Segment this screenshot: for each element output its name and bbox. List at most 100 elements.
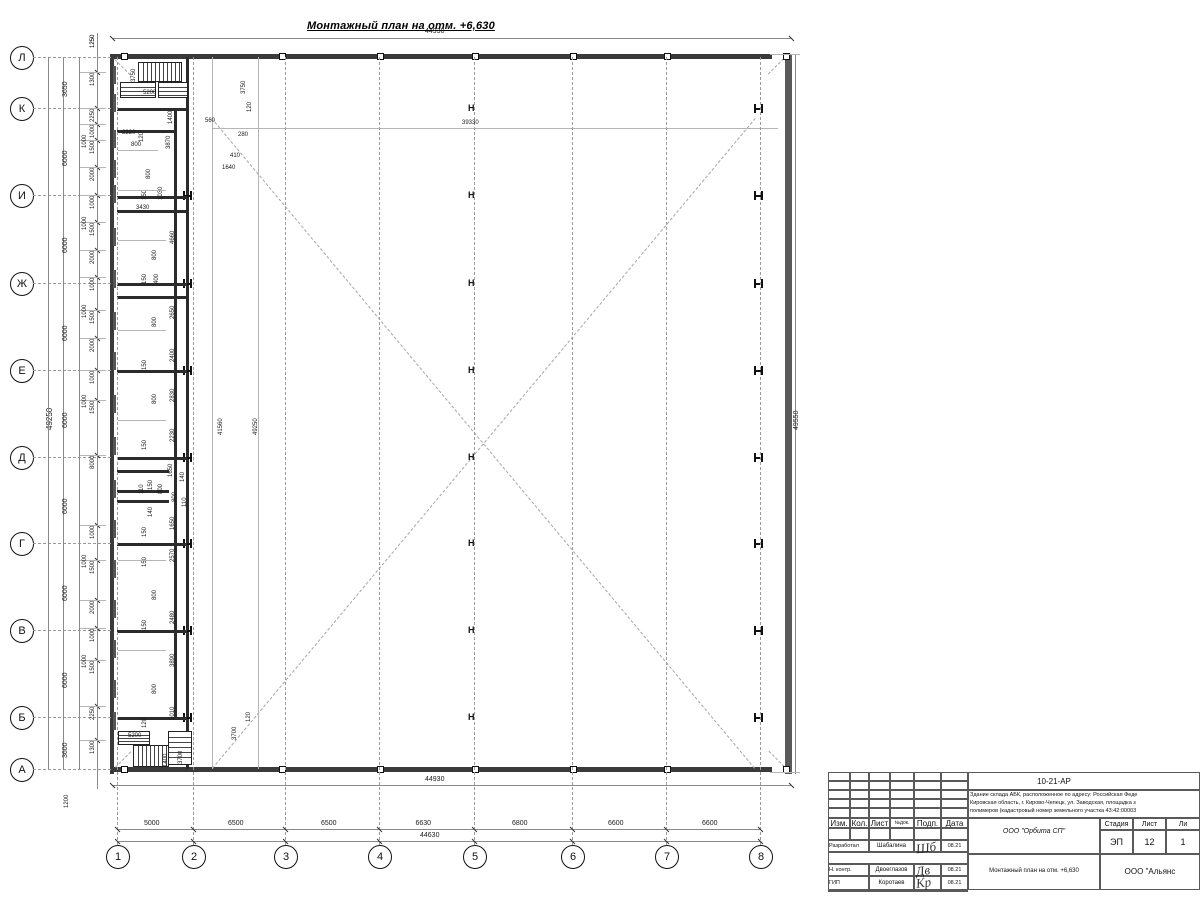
wall-pier (113, 437, 116, 455)
tb-revision-cell (869, 781, 890, 790)
exterior-wall-left (110, 54, 114, 774)
roof-panel-marker (664, 766, 671, 773)
partition-wall (117, 370, 187, 373)
inner-ref-line-2 (258, 57, 259, 769)
tb-role-0: Разработал (829, 843, 859, 849)
grid-extension-line (33, 630, 111, 631)
bottom-axis-total: 44630 (420, 832, 440, 839)
roof-panel-marker (664, 53, 671, 60)
dim-leader (118, 650, 166, 651)
stair-tread (159, 95, 187, 96)
grid-extension-line-v (117, 57, 118, 845)
grid-bubble-Ж: Ж (10, 272, 34, 296)
interior-dim: 120 (139, 131, 145, 142)
tb-revision-cell (914, 772, 941, 781)
tb-date-2: 08.21 (947, 880, 962, 886)
inner-vert-dim-2: 49250 (253, 418, 259, 435)
interior-dim: 800 (152, 249, 158, 260)
left-dim-detail: 2000 (90, 250, 96, 264)
interior-dim: 1400 (163, 753, 169, 767)
stair-tread (142, 746, 143, 766)
tb-revision-cell (890, 799, 914, 808)
wall-pier (113, 185, 116, 203)
stair-tread (143, 63, 144, 81)
stair-landing-bottom-2 (168, 731, 192, 765)
interior-dim: 1650 (168, 463, 174, 477)
column-mark-h: Н (468, 625, 475, 635)
interior-dim: 5200 (128, 733, 142, 739)
stair-landing-bottom (118, 731, 150, 745)
grid-extension-line (33, 108, 111, 109)
dim-leader (118, 420, 166, 421)
roof-panel-marker (121, 766, 128, 773)
dim-ext (80, 560, 106, 561)
tb-header-2: Лист (870, 818, 889, 828)
interior-dim: 2480 (170, 610, 176, 624)
roof-panel-marker (279, 53, 286, 60)
left-dim-span: 6000 (62, 237, 69, 253)
grid-bubble-Л: Л (10, 46, 34, 70)
tb-header-cell (850, 818, 869, 828)
tb-revision-cell (850, 799, 869, 808)
interior-dim: 2570 (170, 548, 176, 562)
interior-dim: 3750 (241, 80, 247, 94)
wall-pier (113, 66, 116, 84)
signature-0: Шб (914, 838, 937, 857)
interior-dim: 3870 (166, 135, 172, 149)
interior-dim: 150 (142, 359, 148, 370)
bottom-dim-rail (117, 829, 760, 830)
interior-dim: 110 (139, 484, 145, 494)
interior-dim: 560 (205, 118, 216, 124)
interior-dim: 800 (152, 393, 158, 404)
tb-sign-cell (914, 840, 941, 852)
stair-tread (171, 63, 172, 81)
interior-dim: 140 (180, 471, 186, 482)
corridor-wall (174, 108, 177, 717)
tb-header-cell (828, 818, 850, 828)
stair-tread (158, 746, 159, 766)
interior-dim: 800 (172, 491, 178, 502)
left-dim-detail: 1000 (90, 525, 96, 539)
tb-name-2: Коротаев (878, 880, 905, 886)
dim-ext (80, 338, 106, 339)
interior-dim: 2830 (170, 388, 176, 402)
dim-ext (80, 124, 106, 125)
tb-role-cell (828, 864, 869, 876)
dim-ext (80, 600, 106, 601)
tb-object-line-1: Здание склада АБК, расположенное по адре… (970, 792, 1138, 798)
stair-tread (169, 757, 191, 758)
interior-dim: 1650 (170, 516, 176, 530)
tb-role-2: ГИП (829, 880, 840, 886)
roof-panel-marker (570, 766, 577, 773)
left-dim-span: 6000 (62, 150, 69, 166)
bottom-overall-rail (112, 785, 791, 786)
corner-gusset (767, 58, 784, 75)
tb-spacer-cell (941, 828, 968, 840)
dim-ext (80, 370, 106, 371)
roof-panel-marker (472, 53, 479, 60)
grid-bubble-6: 6 (561, 845, 585, 869)
column-mark-h: Н (468, 452, 475, 462)
left-dim-detail: 2000 (90, 600, 96, 614)
bottom-dim-span: 6600 (702, 820, 718, 827)
tb-stage-header: Стадия (1104, 820, 1129, 828)
partition-wall (117, 490, 169, 493)
stair-tread (167, 63, 168, 81)
partition-wall (117, 457, 187, 460)
tb-revision-cell (828, 781, 850, 790)
column-mark-h: Н (468, 538, 475, 548)
left-dim-detail: 1000 (90, 277, 96, 291)
stair-tread (169, 752, 191, 753)
interior-dim: 280 (238, 132, 249, 138)
steel-column-right (754, 713, 763, 722)
grid-bubble-В: В (10, 619, 34, 643)
grid-extension-line-v (760, 57, 761, 845)
plan-title: Монтажный план на отм. +6,630 (307, 20, 495, 32)
tb-object-line-2: Кировская область, г. Кирово-Чепецк, ул.… (970, 800, 1136, 806)
left-dim-span: 6000 (62, 585, 69, 601)
tb-blank-row (828, 852, 968, 864)
stair-tread (146, 746, 147, 766)
tb-stage-value: ЭП (1110, 837, 1123, 847)
interior-dim: 800 (152, 316, 158, 327)
roof-panel-marker (570, 53, 577, 60)
